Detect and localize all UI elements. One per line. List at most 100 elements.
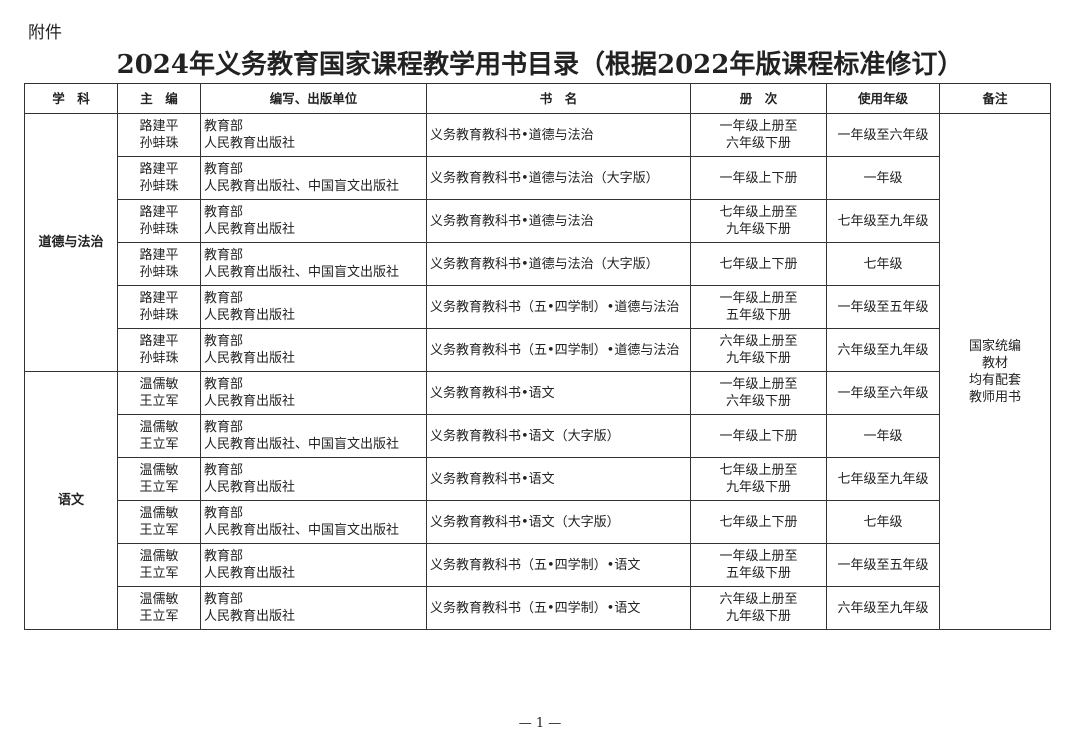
volume-cell-text: 六年级上册至 [719,592,798,607]
table-row: 温儒敏 王立军 教育部 人民教育出版社 义务教育教科书•语文 七年级上册至 九年级下册 七年级… [25,457,1051,501]
remark-cell-text: 教师用书 [968,389,1021,405]
publisher-cell-text: 教育部 [204,549,244,564]
table-row: 路建平 孙蚌珠 教育部 人民教育出版社、中国盲文出版社 义务教育教科书•道德与法治（大字… [25,156,1051,200]
grade-cell-text: 七年级 [863,256,903,272]
editor-cell-text: 王立军 [139,566,179,581]
book-title-cell: 义务教育教科书•语文（大字版） [426,414,691,458]
publisher-cell: 教育部 人民教育出版社 [200,328,427,372]
editor-cell-text: 孙蚌珠 [139,308,179,323]
subject-cell: 道德与法治 [24,113,118,372]
volume-cell-text: 九年级下册 [725,351,791,366]
grade-cell-text: 一年级至六年级 [837,127,929,143]
editor-cell-text: 温儒敏 [139,506,179,521]
grade-cell-text: 一年级至六年级 [837,385,929,401]
volume-cell: 一年级上册至 五年级下册 [690,285,827,329]
book-title-cell: 义务教育教科书（五•四学制）•语文 [426,543,691,587]
publisher-cell-text: 人民教育出版社、中国盲文出版社 [204,179,400,194]
attachment-label: 附件 [28,23,62,43]
volume-cell-text: 六年级上册至 [719,334,798,349]
volume-cell-text: 六年级下册 [725,394,791,409]
table-row: 路建平 孙蚌珠 教育部 人民教育出版社、中国盲文出版社 义务教育教科书•道德与法治（大字… [25,242,1051,286]
book-title-cell: 义务教育教科书（五•四学制）•道德与法治 [426,328,691,372]
editor-cell-text: 路建平 [139,248,179,263]
editor-cell-text: 路建平 [139,162,179,177]
book-title-cell: 义务教育教科书•道德与法治（大字版） [426,156,691,200]
volume-cell-text: 一年级上册至 [719,119,798,134]
editor-cell-text: 王立军 [139,437,179,452]
publisher-cell: 教育部 人民教育出版社 [200,543,427,587]
header-remark: 备注 [939,83,1051,114]
volume-cell: 七年级上下册 [690,500,827,544]
table-row: 道德与法治 路建平 孙蚌珠 教育部 人民教育出版社 义务教育教科书•道德与法治 一年级上册至… [24,113,1051,630]
grade-cell: 一年级 [826,156,940,200]
volume-cell: 一年级上册至 六年级下册 [690,371,827,415]
editor-cell: 温儒敏 王立军 [117,371,201,415]
editor-cell-text: 路建平 [139,291,179,306]
volume-cell-text: 一年级上册至 [719,377,798,392]
grade-cell: 一年级至五年级 [826,285,940,329]
volume-cell-text: 七年级上册至 [719,205,798,220]
volume-cell: 七年级上下册 [690,242,827,286]
volume-cell: 六年级上册至 九年级下册 [690,328,827,372]
editor-cell-text: 路建平 [139,205,179,220]
volume-cell-text: 七年级上册至 [719,463,798,478]
editor-cell-text: 王立军 [139,394,179,409]
publisher-cell: 教育部人民教育出版社 [200,113,427,157]
publisher-cell-text: 教育部 [204,248,244,263]
volume-cell-text: 六年级下册 [725,136,791,151]
grade-cell-text: 七年级至九年级 [837,471,929,487]
book-title-cell: 义务教育教科书•语文 [426,457,691,501]
table-header-row: 学 科主 编编写、出版单位书 名册 次使用年级 备注 [24,83,1051,114]
editor-cell: 路建平 孙蚌珠 [117,242,201,286]
book-title-cell-text: 义务教育教科书•语文 [430,471,555,487]
header-editor: 主 编 [117,83,201,114]
table-row: 路建平 孙蚌珠 教育部 人民教育出版社 义务教育教科书（五•四学制）•道德与法治 六年级上… [25,328,1051,372]
volume-cell: 一年级上册至 五年级下册 [690,543,827,587]
volume-cell-text: 七年级上下册 [719,256,798,272]
editor-cell-text: 王立军 [139,609,179,624]
editor-cell: 路建平 孙蚌珠 [117,328,201,372]
book-title-cell-text: 义务教育教科书（五•四学制）•语文 [430,557,641,573]
editor-cell-text: 温儒敏 [139,463,179,478]
publisher-cell-text: 教育部 [204,506,244,521]
volume-cell-text: 一年级上下册 [719,428,798,444]
book-title-cell: 义务教育教科书•道德与法治 [426,113,691,157]
editor-cell: 路建平 孙蚌珠 [117,156,201,200]
page-title: 2024年义务教育国家课程教学用书目录（根据2022年版课程标准修订） [116,50,964,80]
grade-cell-text: 七年级至九年级 [837,213,929,229]
grade-cell-text: 六年级至九年级 [837,342,929,358]
volume-cell-text: 七年级上下册 [719,514,798,530]
volume-cell: 六年级上册至 九年级下册 [690,586,827,630]
editor-cell-text: 孙蚌珠 [139,136,179,151]
editor-cell-text: 路建平 [139,334,179,349]
grade-cell-text: 一年级至五年级 [837,557,929,573]
subject-cell-text: 语文 [57,493,84,508]
editor-cell-text: 温儒敏 [139,377,179,392]
editor-cell: 温儒敏 王立军 [117,586,201,630]
book-title-cell-text: 义务教育教科书•道德与法治 [430,213,594,229]
publisher-cell-text: 人民教育出版社 [204,136,296,151]
publisher-cell-text: 人民教育出版社、中国盲文出版社 [204,523,400,538]
publisher-cell: 教育部 人民教育出版社、中国盲文出版社 [200,242,427,286]
grade-cell: 一年级至五年级 [826,543,940,587]
grade-cell: 六年级至九年级 [826,328,940,372]
book-title-cell-text: 义务教育教科书（五•四学制）•道德与法治 [430,299,680,315]
book-title-cell-text: 义务教育教科书（五•四学制）•道德与法治 [430,342,680,358]
grade-cell: 七年级 [826,500,940,544]
publisher-cell-text: 教育部 [204,119,244,134]
volume-cell: 一年级上册至 六年级下册 [690,113,827,157]
editor-cell: 路建平 孙蚌珠 [117,285,201,329]
editor-cell: 温儒敏 王立军 [117,543,201,587]
grade-cell: 六年级至九年级 [826,586,940,630]
editor-cell-text: 路建平 [139,119,179,134]
publisher-cell: 教育部人民教育出版社、中国盲文出版社 [200,500,427,544]
book-title-cell: 义务教育教科书（五•四学制）•道德与法治 [426,285,691,329]
volume-cell-text: 五年级下册 [725,308,791,323]
header-book-title: 书 名 [426,83,691,114]
textbook-table: 学 科主 编编写、出版单位书 名册 次使用年级 备注 道德与法治 路建平 孙蚌珠 教育部… [24,83,1051,630]
publisher-cell-text: 人民教育出版社 [204,222,296,237]
editor-cell-text: 王立军 [139,480,179,495]
remark-cell-text: 均有配套 [968,372,1021,388]
book-title-cell-text: 义务教育教科书•道德与法治（大字版） [430,256,659,272]
grade-cell-text: 一年级至五年级 [837,299,929,315]
